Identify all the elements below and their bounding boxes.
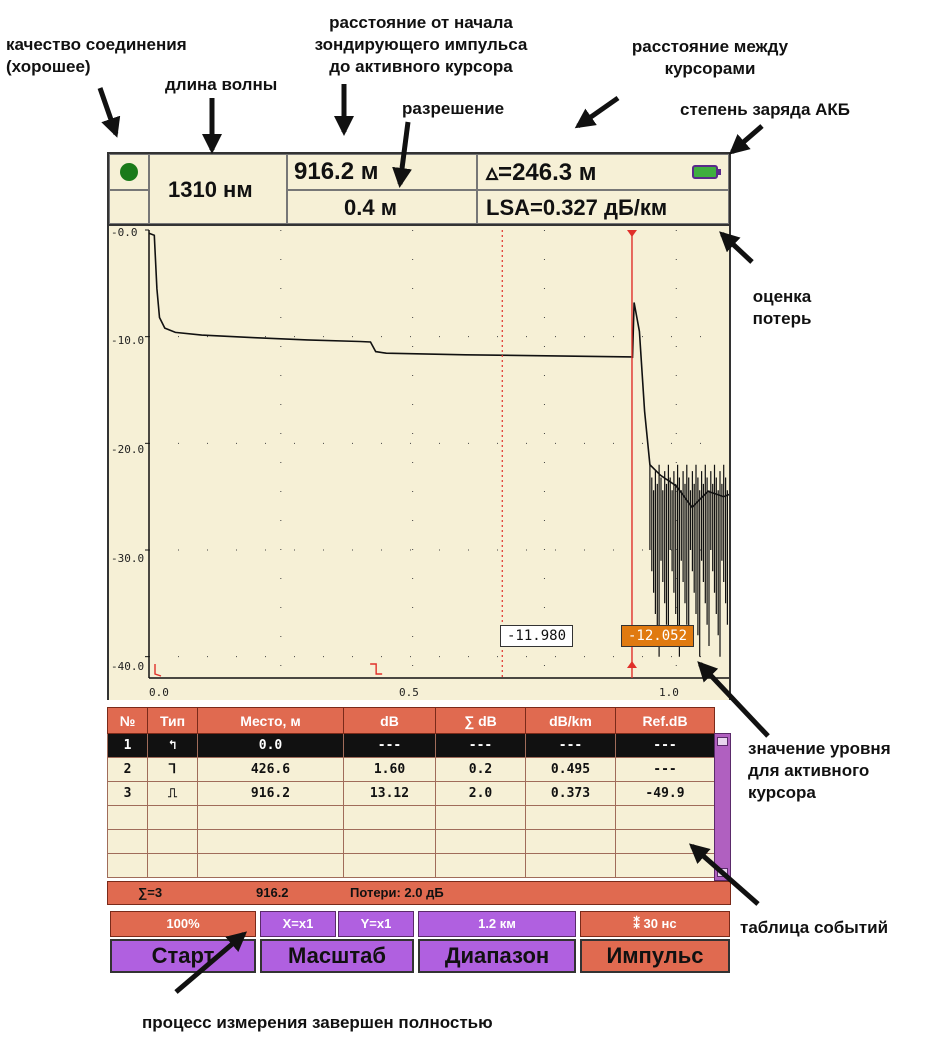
battery-tip — [718, 169, 721, 175]
event-marker — [370, 663, 383, 675]
reflection-event-icon: ⎍ — [147, 781, 198, 806]
delta-cell: ▵=246.3 м — [477, 154, 729, 190]
table-row-empty — [107, 853, 715, 878]
wavelength-cell: 1310 нм — [149, 154, 287, 224]
cell-ref-db: -49.9 — [615, 781, 715, 806]
summary-loss: Потери: 2.0 дБ — [350, 885, 444, 900]
cell-db-km: 0.373 — [525, 781, 616, 806]
summary-length: 916.2 — [256, 885, 289, 900]
column-header: № — [107, 707, 148, 734]
cell-num: 1 — [107, 733, 148, 758]
annotation-events-table: таблица событий — [740, 918, 889, 937]
summary-count: ∑=3 — [138, 885, 163, 900]
y-tick-label: -10.0 — [111, 334, 145, 347]
cell-num: 2 — [107, 757, 148, 782]
y-tick-label: -30.0 — [111, 552, 145, 565]
x-tick-label: 1.0 — [659, 686, 679, 699]
connection-cell — [109, 154, 149, 190]
connection-quality-indicator — [120, 163, 138, 181]
x-tick-label: 0.0 — [149, 686, 169, 699]
y-tick-label: -0.0 — [111, 226, 138, 239]
reflectogram-area[interactable]: -0.0 -10.0 -20.0 -30.0 -40.0 0.0 0.5 1.0… — [107, 226, 731, 700]
events-table: № Тип Место, м dB ∑ dB dB/km Ref.dB 1 ↰ … — [107, 707, 731, 907]
table-header-row: № Тип Место, м dB ∑ dB dB/km Ref.dB — [107, 707, 715, 734]
annotation-distance-between-cursors: расстояние между курсорами — [631, 37, 789, 78]
cell-place: 426.6 — [197, 757, 344, 782]
active-cursor-level: -12.052 — [621, 625, 695, 647]
arrow — [392, 121, 412, 188]
scale-x-value: X=x1 — [260, 911, 336, 937]
scale-y-value: Y=x1 — [338, 911, 414, 937]
empty-cell — [109, 190, 149, 224]
arrow — [719, 231, 754, 264]
annotation-distance-from-start: расстояние от начала зондирующего импуль… — [314, 13, 528, 76]
lsa-cell: LSA=0.327 дБ/км — [477, 190, 729, 224]
column-header: Место, м — [197, 707, 344, 734]
progress-indicator: 100% — [110, 911, 256, 937]
cursor-top-marker — [626, 230, 637, 237]
pulse-value: ⁑ 30 нс — [580, 911, 730, 937]
range-value: 1.2 км — [418, 911, 576, 937]
battery-icon — [692, 165, 718, 179]
arrow — [574, 95, 620, 129]
pulse-button[interactable]: Импульс — [580, 939, 730, 973]
annotation-measurement-done: процесс измерения завершен полностью — [142, 1013, 493, 1032]
cell-db: 13.12 — [343, 781, 436, 806]
begin-event-icon: ↰ — [147, 733, 198, 758]
y-tick-label: -20.0 — [111, 443, 145, 456]
arrow — [97, 87, 121, 138]
cell-db-km: 0.495 — [525, 757, 616, 782]
column-header: dB/km — [525, 707, 616, 734]
wavelength-value: 1310 нм — [168, 177, 253, 202]
table-row-empty — [107, 829, 715, 854]
scroll-up-icon[interactable] — [717, 737, 728, 746]
column-header: Тип — [147, 707, 198, 734]
noise-tail — [649, 464, 728, 657]
cell-db: 1.60 — [343, 757, 436, 782]
cell-place: 0.0 — [197, 733, 344, 758]
reflectogram-chart[interactable] — [109, 226, 733, 700]
status-header: 1310 нм 916.2 м 0.4 м ▵=246.3 м LSA=0.32… — [107, 152, 731, 226]
cell-db-km: --- — [525, 733, 616, 758]
annotation-loss-estimate: оценка потерь — [752, 287, 812, 328]
arrow — [688, 843, 760, 906]
cell-num: 3 — [107, 781, 148, 806]
table-summary: ∑=3 916.2 Потери: 2.0 дБ — [107, 881, 731, 905]
range-button[interactable]: Диапазон — [418, 939, 576, 973]
cell-sum-db: 0.2 — [435, 757, 526, 782]
resolution-value: 0.4 м — [344, 195, 397, 220]
annotation-resolution: разрешение — [402, 99, 505, 118]
passive-cursor-level: -11.980 — [500, 625, 574, 647]
table-row[interactable]: 2 ⅂ 426.6 1.60 0.2 0.495 --- — [107, 757, 715, 782]
cursor-delta-value: ▵=246.3 м — [486, 159, 597, 186]
arrow — [174, 931, 248, 994]
cursor-bottom-marker — [626, 661, 637, 668]
cell-place: 916.2 — [197, 781, 344, 806]
arrow — [697, 661, 770, 738]
event-marker — [154, 664, 162, 677]
table-row[interactable]: 1 ↰ 0.0 --- --- --- --- — [107, 733, 715, 758]
loss-estimate-value: LSA=0.327 дБ/км — [486, 195, 668, 220]
resolution-cell: 0.4 м — [287, 190, 477, 224]
table-row[interactable]: 3 ⎍ 916.2 13.12 2.0 0.373 -49.9 — [107, 781, 715, 806]
column-header: ∑ dB — [435, 707, 526, 734]
annotation-battery: степень заряда АКБ — [680, 100, 850, 119]
x-tick-label: 0.5 — [399, 686, 419, 699]
distance-cell: 916.2 м — [287, 154, 477, 190]
annotation-wavelength: длина волны — [165, 75, 278, 94]
y-tick-label: -40.0 — [111, 660, 145, 673]
arrow — [728, 124, 764, 155]
annotation-connection-quality: качество соединения (хорошее) — [6, 35, 187, 76]
annotation-active-cursor-level: значение уровня для активного курсора — [748, 739, 891, 802]
scale-button[interactable]: Масштаб — [260, 939, 414, 973]
distance-value: 916.2 м — [294, 158, 379, 185]
